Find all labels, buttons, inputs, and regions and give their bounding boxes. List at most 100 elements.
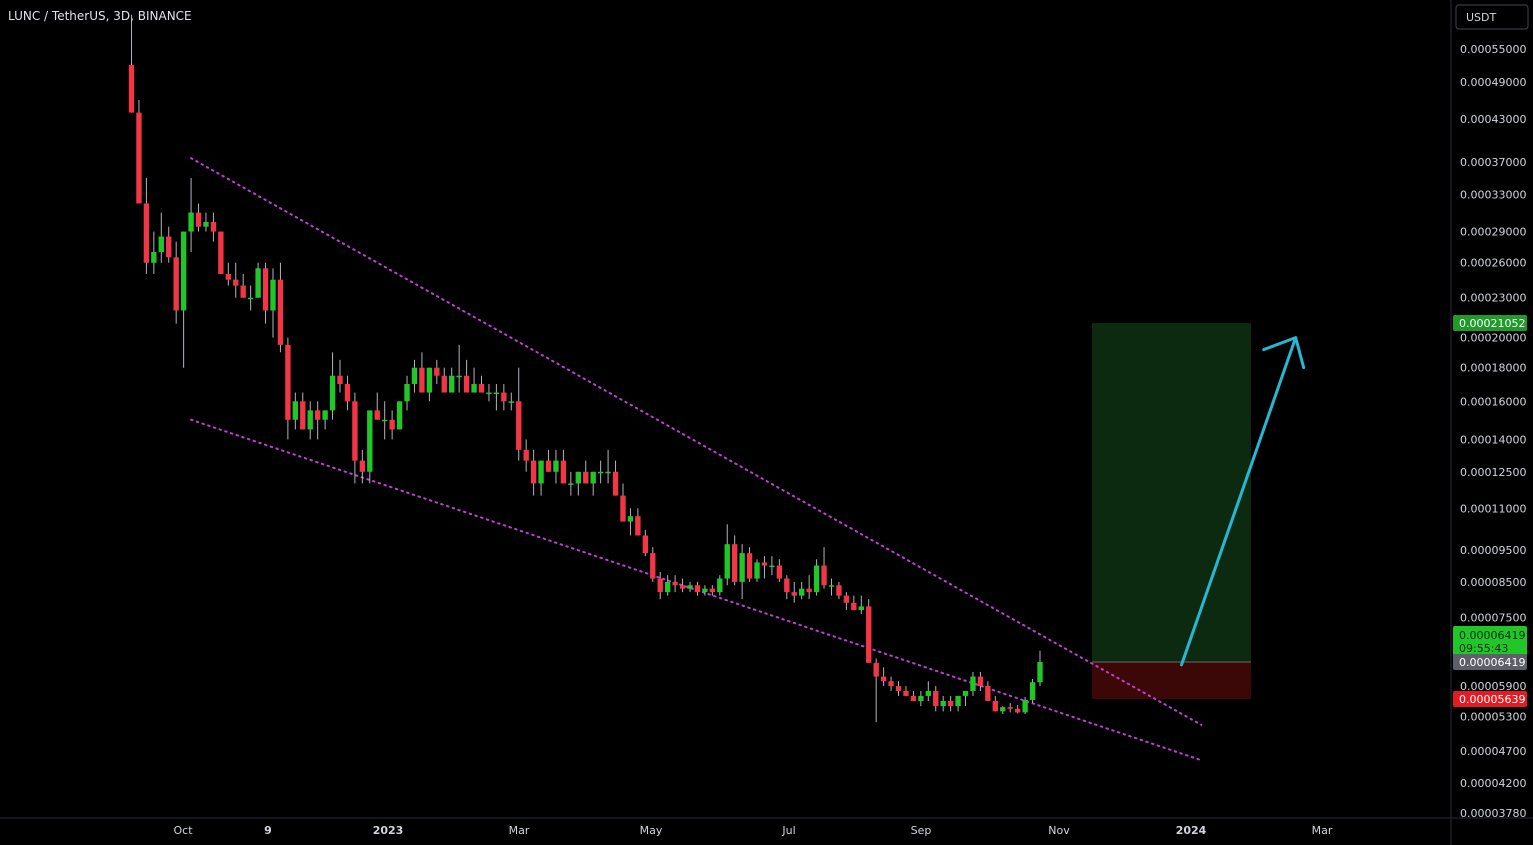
candle bbox=[560, 449, 567, 484]
candle bbox=[568, 471, 574, 496]
candle bbox=[128, 14, 135, 113]
candle-body bbox=[717, 578, 723, 593]
current-price-badge-bg bbox=[1453, 626, 1527, 657]
candle-body bbox=[769, 565, 775, 568]
candle-body bbox=[434, 367, 440, 376]
candle-body bbox=[992, 700, 999, 712]
candle bbox=[612, 460, 619, 496]
candle bbox=[858, 595, 864, 614]
candle bbox=[434, 359, 440, 385]
candle-body bbox=[962, 690, 969, 696]
candle-body bbox=[143, 203, 150, 263]
candle-body bbox=[441, 375, 447, 393]
candle bbox=[888, 676, 894, 691]
candle-body bbox=[419, 367, 425, 393]
candle bbox=[597, 460, 604, 484]
candle bbox=[314, 401, 321, 440]
candle-body bbox=[359, 460, 366, 472]
candle-body bbox=[493, 392, 500, 395]
candle-body bbox=[940, 700, 946, 707]
stop-zone bbox=[1092, 662, 1251, 699]
candle-body bbox=[895, 686, 902, 691]
candle bbox=[627, 508, 634, 536]
candle bbox=[851, 595, 857, 611]
candle bbox=[210, 212, 217, 242]
candle bbox=[880, 667, 887, 687]
candle bbox=[746, 547, 753, 582]
candle bbox=[456, 344, 462, 393]
candle bbox=[583, 460, 589, 484]
candle bbox=[784, 575, 790, 600]
x-tick-label: Mar bbox=[509, 824, 530, 837]
candle bbox=[404, 375, 410, 411]
candle-body bbox=[925, 690, 931, 696]
candle-body bbox=[784, 578, 790, 593]
candle bbox=[225, 262, 231, 286]
candle bbox=[620, 483, 626, 522]
candle-body bbox=[166, 236, 172, 258]
candle-body bbox=[679, 585, 686, 589]
candle bbox=[247, 285, 254, 311]
candle-body bbox=[880, 676, 887, 682]
y-tick-label: 0.00043000 bbox=[1460, 113, 1526, 126]
candle bbox=[262, 262, 269, 324]
candle bbox=[940, 695, 946, 712]
currency-button[interactable]: USDT bbox=[1455, 4, 1529, 30]
candle bbox=[724, 524, 730, 586]
candle bbox=[158, 212, 164, 263]
candle bbox=[218, 231, 224, 274]
candle-body bbox=[329, 375, 336, 411]
candle-body bbox=[910, 695, 917, 701]
candle-body bbox=[583, 471, 589, 484]
candle bbox=[173, 241, 179, 324]
candle bbox=[545, 449, 552, 472]
candle bbox=[538, 460, 544, 496]
candle-body bbox=[322, 410, 328, 420]
candle bbox=[657, 571, 663, 600]
candle-body bbox=[650, 553, 656, 579]
candle bbox=[151, 231, 157, 274]
entry-price-badge-bg bbox=[1453, 654, 1527, 671]
candle-body bbox=[344, 384, 351, 402]
candle-body bbox=[903, 690, 909, 696]
candle-body bbox=[724, 544, 730, 579]
candle-body bbox=[314, 410, 321, 420]
candle bbox=[836, 581, 842, 600]
upper-trendline bbox=[190, 157, 1203, 726]
candle-body bbox=[828, 585, 835, 587]
currency-label: USDT bbox=[1466, 11, 1497, 24]
candle bbox=[806, 575, 812, 600]
candle bbox=[285, 337, 291, 440]
candle bbox=[843, 592, 850, 611]
target-zone bbox=[1092, 323, 1251, 663]
candle bbox=[1029, 678, 1036, 704]
candle bbox=[717, 575, 723, 596]
y-tick-label: 0.00005900 bbox=[1460, 680, 1526, 693]
candle-body bbox=[843, 595, 850, 603]
stop-price-badge-text: 0.00005639 bbox=[1459, 693, 1525, 706]
candle-body bbox=[277, 279, 284, 345]
candle bbox=[955, 695, 961, 712]
entry-price-badge: 0.00006419 bbox=[1453, 654, 1527, 671]
x-tick-label: Nov bbox=[1048, 824, 1070, 837]
candle-body bbox=[486, 392, 492, 395]
y-tick-label: 0.00049000 bbox=[1460, 76, 1526, 89]
candle-body bbox=[456, 375, 462, 378]
candle-body bbox=[374, 410, 380, 420]
candle-body bbox=[337, 375, 343, 385]
candle bbox=[188, 177, 194, 252]
candle bbox=[732, 535, 738, 586]
candle-body bbox=[1014, 708, 1021, 713]
candle-body bbox=[791, 592, 797, 596]
candle bbox=[501, 384, 507, 411]
candle bbox=[635, 508, 641, 536]
candle bbox=[687, 581, 693, 593]
y-tick-label: 0.00026000 bbox=[1460, 257, 1526, 270]
candle-body bbox=[128, 64, 135, 113]
x-tick-label: Jul bbox=[781, 824, 795, 837]
candle-body bbox=[627, 516, 634, 522]
candle bbox=[553, 449, 559, 484]
candle bbox=[493, 384, 500, 411]
